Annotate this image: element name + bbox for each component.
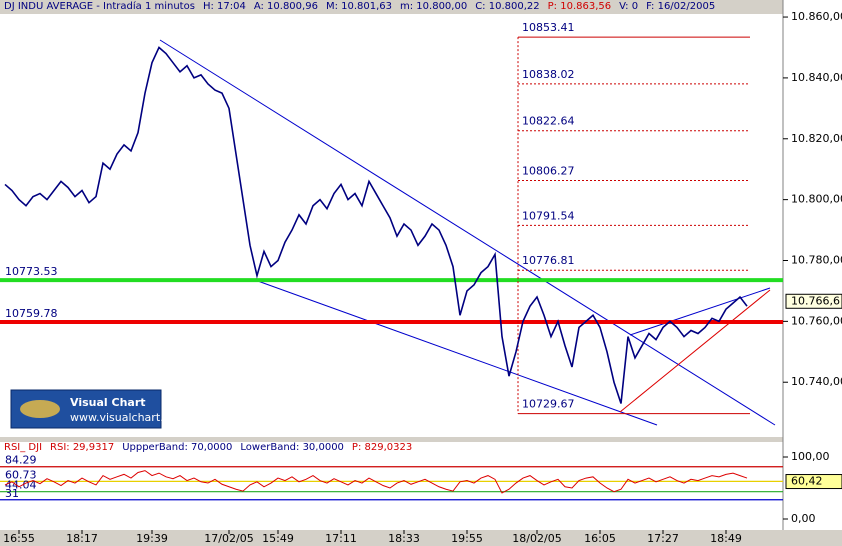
header-item: UppperBand: 70,0000 xyxy=(122,442,233,453)
header-item: V: 0 xyxy=(619,1,639,12)
x-tick-label: 16:55 xyxy=(3,532,35,545)
x-tick-label: 16:05 xyxy=(584,532,616,545)
logo-title: Visual Chart xyxy=(70,396,146,409)
series-line xyxy=(4,470,748,494)
fib-label: 10729.67 xyxy=(522,398,575,411)
x-tick-label: 17/02/05 xyxy=(204,532,253,545)
x-tick-label: 19:39 xyxy=(136,532,168,545)
level-label: 10759.78 xyxy=(5,307,58,320)
level-label: 31 xyxy=(5,487,19,500)
header-item: A: 10.800,96 xyxy=(253,1,318,12)
header-item: M: 10.801,63 xyxy=(325,1,393,12)
panel-header: DJ INDU AVERAGE - Intradía 1 minutos H: 1… xyxy=(0,0,715,14)
trend-line xyxy=(629,287,771,336)
logo-url: www.visualchart.com xyxy=(70,411,187,424)
header-item: F: 16/02/2005 xyxy=(646,1,716,12)
y-tick-label: 10.800,00 xyxy=(791,193,842,206)
header-item: P: 829,0323 xyxy=(351,442,413,453)
fib-label: 10776.81 xyxy=(522,254,575,267)
last-value-label: 10.766,6 xyxy=(791,294,840,307)
x-tick-label: 18:17 xyxy=(66,532,98,545)
level-label: 60.73 xyxy=(5,468,37,481)
last-value-label: 60,42 xyxy=(791,475,823,488)
x-tick-label: 15:49 xyxy=(262,532,294,545)
x-tick-label: 17:27 xyxy=(647,532,679,545)
logo-icon xyxy=(20,400,60,418)
panel-separator xyxy=(0,437,783,442)
fib-label: 10791.54 xyxy=(522,209,575,222)
x-tick-label: 18/02/05 xyxy=(512,532,561,545)
y-tick-label: 10.760,00 xyxy=(791,314,842,327)
header-item: DJ INDU AVERAGE - Intradía 1 minutos xyxy=(4,1,195,12)
y-tick-label: 10.840,00 xyxy=(791,71,842,84)
fib-label: 10838.02 xyxy=(522,68,575,81)
logo xyxy=(10,389,162,429)
y-tick-label: 0,00 xyxy=(791,512,816,525)
trend-line xyxy=(254,279,658,426)
header-bar xyxy=(0,0,783,14)
x-axis-bar xyxy=(0,530,842,546)
x-tick-label: 18:33 xyxy=(388,532,420,545)
fib-label: 10822.64 xyxy=(522,115,575,128)
fib-label: 10806.27 xyxy=(522,165,575,178)
y-tick-label: 10.820,00 xyxy=(791,132,842,145)
header-item: RSI: 29,9317 xyxy=(50,442,115,453)
last-value-box xyxy=(785,474,842,490)
series-line xyxy=(4,46,748,404)
trend-line xyxy=(159,39,776,426)
header-item: P: 10.863,56 xyxy=(547,1,612,12)
level-label: 84.29 xyxy=(5,454,37,467)
y-tick-label: 10.740,00 xyxy=(791,375,842,388)
header-item: H: 17:04 xyxy=(202,1,246,12)
header-item: RSI_ DJI xyxy=(4,442,43,453)
y-tick-label: 10.860,00 xyxy=(791,10,842,23)
panel-header: RSI_ DJI RSI: 29,9317 UppperBand: 70,0000 L… xyxy=(0,441,412,455)
last-value-box xyxy=(785,293,842,309)
y-tick-label: 100,00 xyxy=(791,450,830,463)
header-item: C: 10.800,22 xyxy=(475,1,540,12)
trend-line xyxy=(619,289,771,413)
x-tick-label: 17:11 xyxy=(325,532,357,545)
x-tick-label: 18:49 xyxy=(710,532,742,545)
header-item: LowerBand: 30,0000 xyxy=(240,442,344,453)
fib-label: 10853.41 xyxy=(522,21,575,34)
x-tick-label: 19:55 xyxy=(451,532,483,545)
header-item: m: 10.800,00 xyxy=(400,1,468,12)
level-label: 10773.53 xyxy=(5,265,58,278)
y-tick-label: 10.780,00 xyxy=(791,253,842,266)
